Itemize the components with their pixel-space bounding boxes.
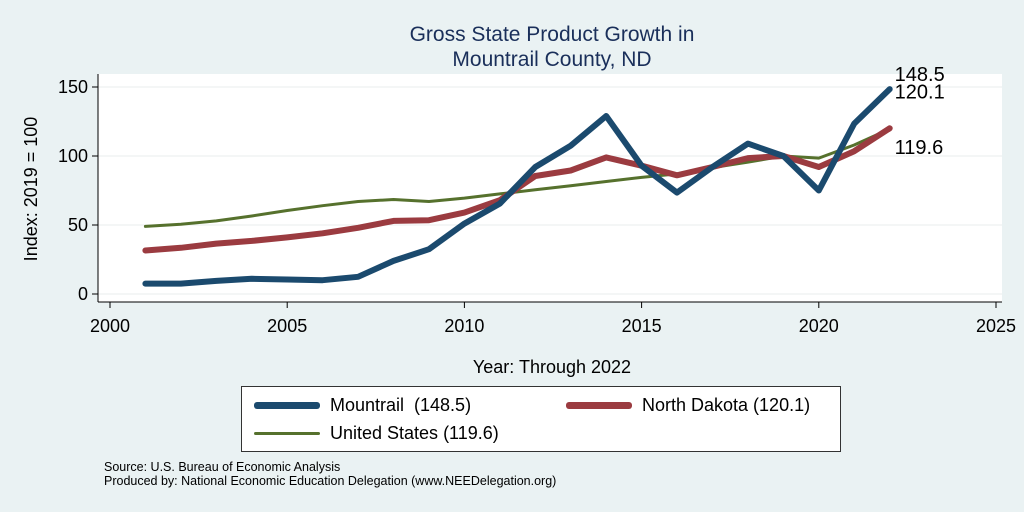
footer: Source: U.S. Bureau of Economic Analysis… bbox=[104, 460, 556, 488]
source-note: Source: U.S. Bureau of Economic Analysis bbox=[104, 460, 341, 474]
x-tick-label: 2010 bbox=[444, 316, 484, 336]
legend-label-united-states: United States (119.6) bbox=[330, 423, 499, 443]
legend-swatch-north-dakota bbox=[566, 402, 632, 409]
y-tick-label: 50 bbox=[68, 215, 88, 235]
y-tick-label: 0 bbox=[78, 284, 88, 304]
series-lines bbox=[142, 86, 893, 287]
legend-label-north-dakota: North Dakota (120.1) bbox=[642, 395, 811, 415]
y-tick-label: 150 bbox=[58, 77, 88, 97]
chart-title-line-2: Mountrail County, ND bbox=[452, 48, 651, 71]
legend: Mountrail (148.5) North Dakota (120.1) U… bbox=[241, 386, 841, 452]
x-axis-label: Year: Through 2022 bbox=[473, 357, 631, 377]
y-axis-label: Index: 2019 = 100 bbox=[21, 117, 41, 262]
legend-item-mountrail: Mountrail (148.5) bbox=[254, 395, 471, 416]
axis-ticks: 0 50 100 150 2000 2005 2010 2015 2020 2025 bbox=[58, 77, 1016, 336]
produced-by-note: Produced by: National Economic Education… bbox=[104, 474, 557, 488]
x-tick-label: 2000 bbox=[90, 316, 130, 336]
x-tick-label: 2020 bbox=[799, 316, 839, 336]
end-label-mountrail: 148.5 bbox=[895, 64, 945, 86]
chart-title-line-1: Gross State Product Growth in bbox=[410, 23, 695, 46]
x-tick-label: 2015 bbox=[622, 316, 662, 336]
series-line-mountrail bbox=[142, 86, 893, 287]
y-tick-label: 100 bbox=[58, 146, 88, 166]
end-label-north-dakota: 120.1 bbox=[895, 81, 945, 103]
x-tick-label: 2025 bbox=[976, 316, 1016, 336]
legend-swatch-mountrail bbox=[254, 402, 320, 409]
legend-item-united-states: United States (119.6) bbox=[254, 423, 499, 444]
legend-item-north-dakota: North Dakota (120.1) bbox=[566, 395, 810, 416]
x-tick-label: 2005 bbox=[267, 316, 307, 336]
legend-swatch-united-states bbox=[254, 432, 320, 435]
end-label-united-states: 119.6 bbox=[895, 137, 944, 159]
legend-label-mountrail: Mountrail (148.5) bbox=[330, 395, 472, 415]
